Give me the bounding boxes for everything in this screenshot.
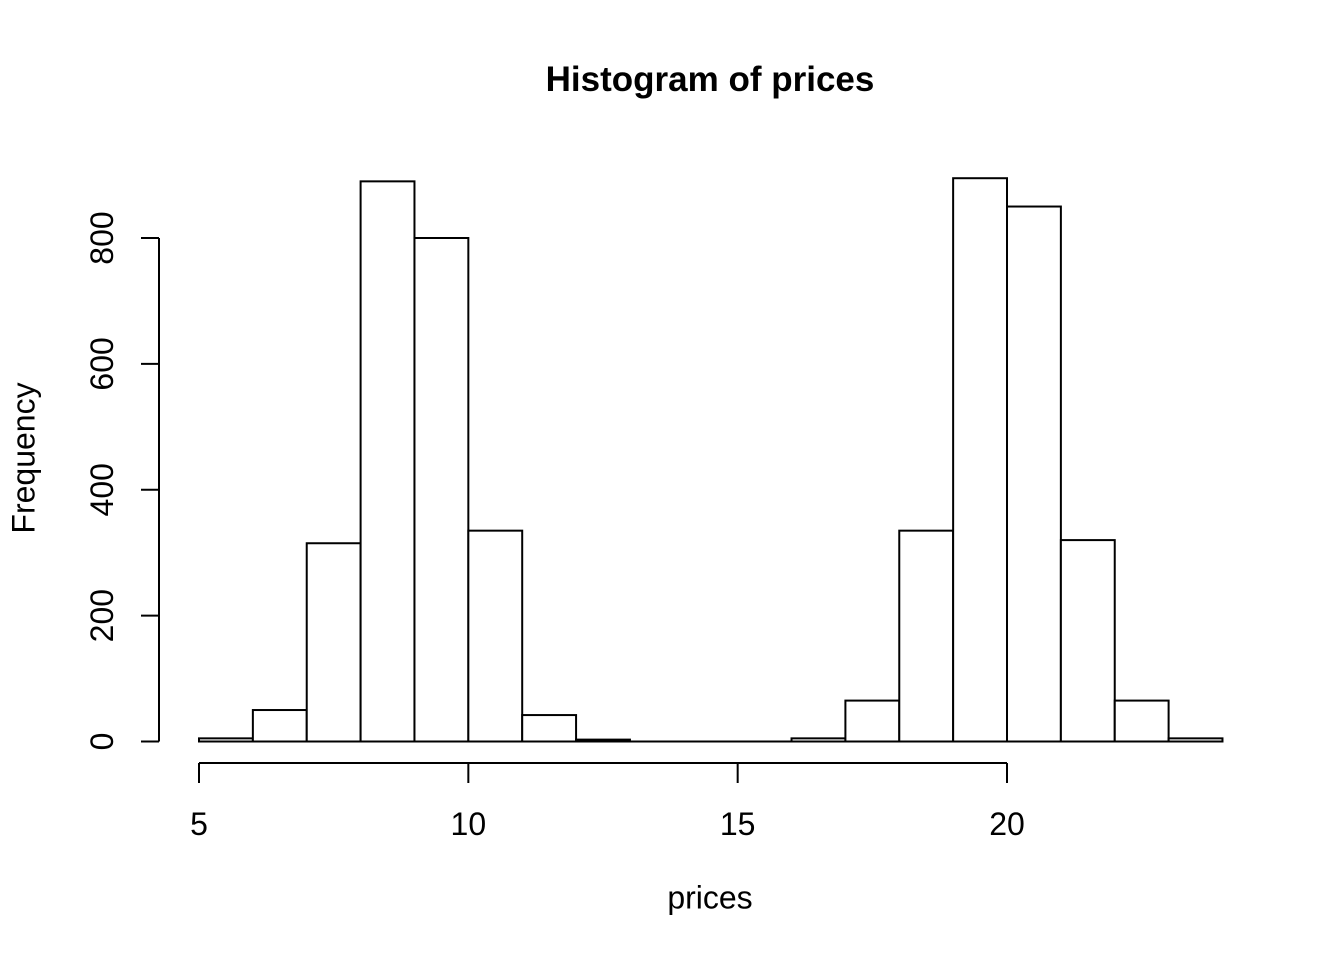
histogram-bar (1167, 737, 1224, 743)
histogram-bar (467, 529, 524, 743)
histogram-bar (359, 180, 416, 743)
histogram-bar (575, 738, 631, 743)
histogram-bar (413, 237, 470, 743)
histogram-bar (521, 714, 578, 743)
y-tick-label: 0 (84, 733, 120, 751)
x-tick-label: 20 (989, 806, 1025, 842)
x-tick-label: 10 (451, 806, 487, 842)
y-tick-label: 200 (84, 589, 120, 642)
histogram-bar (1006, 205, 1062, 743)
histogram-bar (305, 542, 362, 743)
x-tick-label: 15 (720, 806, 756, 842)
histogram-bar (1059, 539, 1116, 743)
y-tick-label: 800 (84, 211, 120, 264)
chart-title: Histogram of prices (545, 60, 875, 99)
histogram-bar (251, 709, 308, 743)
histogram-bar (1113, 699, 1170, 743)
histogram-bar (198, 737, 254, 743)
histogram-bar (898, 529, 955, 743)
histogram-bar (790, 737, 847, 743)
y-tick-label: 400 (84, 463, 120, 516)
histogram-bar (952, 177, 1009, 743)
x-axis-label: prices (667, 879, 753, 916)
y-tick-label: 600 (84, 337, 120, 390)
x-tick-label: 5 (190, 806, 208, 842)
histogram-bar (844, 699, 901, 743)
